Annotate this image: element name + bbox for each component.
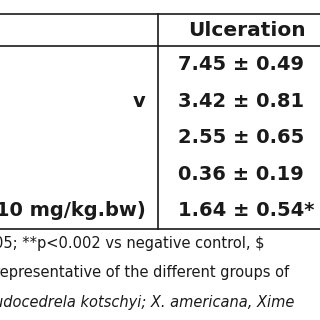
Text: 1.64 ± 0.54*: 1.64 ± 0.54* bbox=[178, 201, 314, 220]
Text: Ulceration: Ulceration bbox=[188, 21, 306, 40]
Text: 2.55 ± 0.65: 2.55 ± 0.65 bbox=[178, 128, 304, 147]
Text: 05; **p<0.002 vs negative control, $: 05; **p<0.002 vs negative control, $ bbox=[0, 236, 264, 251]
Text: representative of the different groups of: representative of the different groups o… bbox=[0, 265, 289, 280]
Text: v: v bbox=[133, 92, 146, 111]
Text: udocedrela kotschyi; X. americana, Xime: udocedrela kotschyi; X. americana, Xime bbox=[0, 295, 294, 310]
Text: 0.36 ± 0.19: 0.36 ± 0.19 bbox=[178, 164, 303, 184]
Text: 3.42 ± 0.81: 3.42 ± 0.81 bbox=[178, 92, 304, 111]
Text: 7.45 ± 0.49: 7.45 ± 0.49 bbox=[178, 55, 304, 74]
Text: (10 mg/kg.bw): (10 mg/kg.bw) bbox=[0, 201, 146, 220]
